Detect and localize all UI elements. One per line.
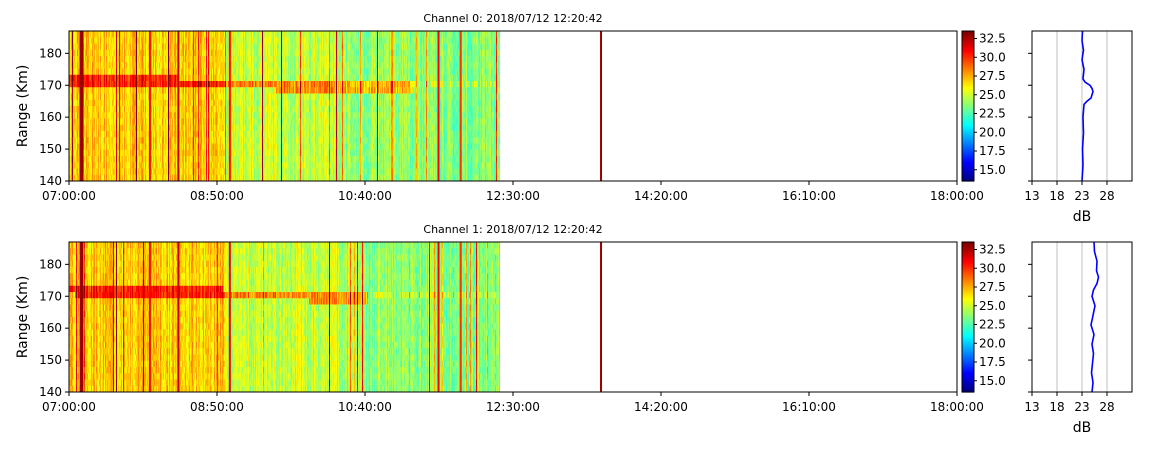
colorbar-tick-label: 15.0 xyxy=(979,374,1006,388)
colorbar-tick-label: 32.5 xyxy=(979,243,1006,257)
colorbar-frame xyxy=(961,241,975,393)
colorbar-tick-label: 20.0 xyxy=(979,336,1006,350)
colorbar-tick-label: 30.0 xyxy=(979,50,1006,64)
colorbar-tick-label: 20.0 xyxy=(979,125,1006,139)
x-tick-label: 16:10:00 xyxy=(782,189,836,203)
y-axis-label: Range (Km) xyxy=(15,276,31,359)
profile-x-tick-label: 23 xyxy=(1074,400,1089,414)
y-axis-label: Range (Km) xyxy=(15,65,31,148)
x-tick-label: 16:10:00 xyxy=(782,400,836,414)
profile-x-axis-label: dB xyxy=(1073,209,1092,225)
chart-title: Channel 1: 2018/07/12 12:20:42 xyxy=(423,223,602,236)
profile-frame xyxy=(1031,241,1133,393)
y-tick-label: 150 xyxy=(39,142,62,156)
heatmap-image xyxy=(69,31,603,182)
x-tick-label: 10:40:00 xyxy=(338,400,392,414)
profile-x-tick-label: 13 xyxy=(1024,400,1039,414)
heatmap-image xyxy=(69,242,603,393)
x-tick-label: 10:40:00 xyxy=(338,189,392,203)
colorbar-tick-label: 32.5 xyxy=(979,32,1006,46)
profile-line xyxy=(1081,30,1094,182)
chart-title: Channel 0: 2018/07/12 12:20:42 xyxy=(423,12,602,25)
y-tick-label: 170 xyxy=(39,289,62,303)
colorbar-frame xyxy=(961,30,975,182)
x-tick-label: 07:00:00 xyxy=(42,400,96,414)
colorbar-tick-label: 22.5 xyxy=(979,107,1006,121)
colorbar-tick-label: 30.0 xyxy=(979,261,1006,275)
colorbar xyxy=(962,242,974,393)
x-tick-label: 08:50:00 xyxy=(190,400,244,414)
colorbar-tick-label: 15.0 xyxy=(979,163,1006,177)
y-tick-label: 140 xyxy=(39,174,62,188)
profile-x-tick-label: 28 xyxy=(1099,189,1114,203)
y-tick-label: 180 xyxy=(39,257,62,271)
x-tick-label: 14:20:00 xyxy=(634,400,688,414)
colorbar-tick-label: 22.5 xyxy=(979,318,1006,332)
x-tick-label: 08:50:00 xyxy=(190,189,244,203)
profile-x-tick-label: 18 xyxy=(1049,400,1064,414)
colorbar-tick-label: 27.5 xyxy=(979,280,1006,294)
y-tick-label: 180 xyxy=(39,46,62,60)
profile-x-tick-label: 23 xyxy=(1074,189,1089,203)
colorbar-tick-label: 17.5 xyxy=(979,355,1006,369)
x-tick-label: 12:30:00 xyxy=(486,400,540,414)
x-tick-label: 18:00:00 xyxy=(930,400,984,414)
x-tick-label: 14:20:00 xyxy=(634,189,688,203)
profile-x-tick-label: 13 xyxy=(1024,189,1039,203)
y-tick-label: 160 xyxy=(39,110,62,124)
y-tick-label: 170 xyxy=(39,78,62,92)
profile-x-axis-label: dB xyxy=(1073,420,1092,436)
y-tick-label: 140 xyxy=(39,385,62,399)
profile-x-tick-label: 18 xyxy=(1049,189,1064,203)
profile-frame xyxy=(1031,30,1133,182)
colorbar-tick-label: 17.5 xyxy=(979,144,1006,158)
y-tick-label: 160 xyxy=(39,321,62,335)
colorbar-tick-label: 27.5 xyxy=(979,69,1006,83)
x-tick-label: 07:00:00 xyxy=(42,189,96,203)
y-tick-label: 150 xyxy=(39,353,62,367)
x-tick-label: 12:30:00 xyxy=(486,189,540,203)
profile-line xyxy=(1090,241,1100,393)
colorbar-tick-label: 25.0 xyxy=(979,88,1006,102)
colorbar-tick-label: 25.0 xyxy=(979,299,1006,313)
profile-x-tick-label: 28 xyxy=(1099,400,1114,414)
x-tick-label: 18:00:00 xyxy=(930,189,984,203)
colorbar xyxy=(962,31,974,182)
